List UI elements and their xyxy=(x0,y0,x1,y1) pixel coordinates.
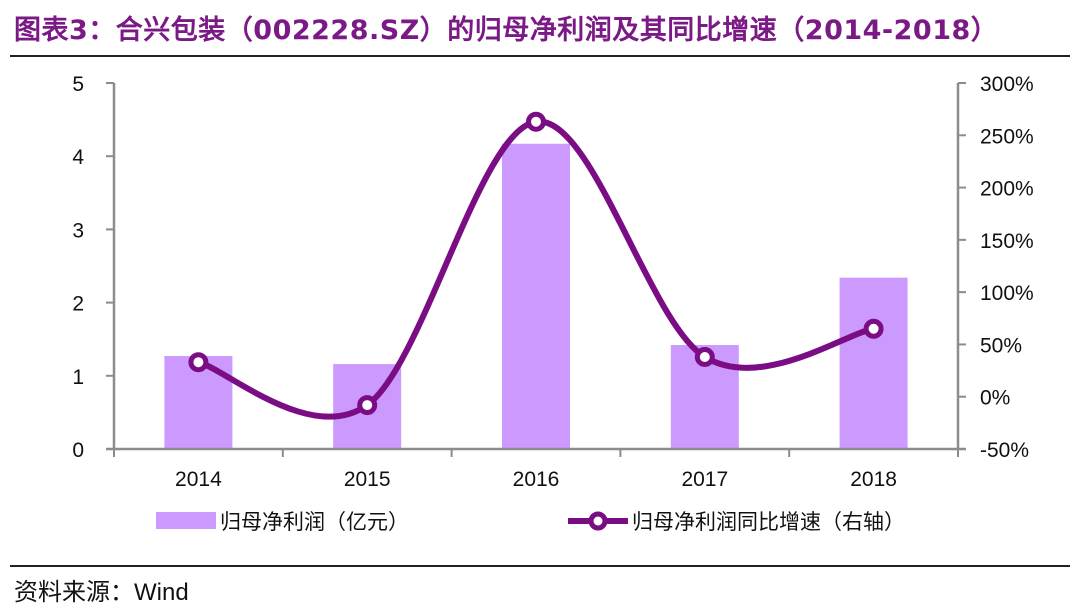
chart-title: 图表3：合兴包装（002228.SZ）的归母净利润及其同比增速（2014-201… xyxy=(14,15,999,46)
bar-2018 xyxy=(839,277,908,449)
right-tick-label: 250% xyxy=(980,125,1034,148)
x-tick-label: 2016 xyxy=(513,468,560,491)
right-tick-label: 300% xyxy=(980,73,1034,96)
legend-bar-swatch xyxy=(156,512,216,529)
source-note: 资料来源：Wind xyxy=(14,572,189,607)
left-tick-label: 5 xyxy=(72,73,84,96)
right-tick-label: 0% xyxy=(980,387,1010,410)
growth-point-2017 xyxy=(694,346,715,367)
x-tick-label: 2017 xyxy=(681,468,728,491)
right-tick-label: 200% xyxy=(980,178,1034,201)
line-series xyxy=(188,111,884,420)
x-tick-label: 2014 xyxy=(175,468,222,491)
right-tick-label: -50% xyxy=(980,439,1029,462)
growth-point-2014 xyxy=(188,352,209,373)
source-label: 资料来源： xyxy=(14,578,134,606)
right-tick-label: 150% xyxy=(980,230,1034,253)
legend: 归母净利润（亿元） 归母净利润同比增速（右轴） xyxy=(156,510,905,534)
chart-canvas: 0 1 2 3 4 5 -50% 0% 50% 100% 150% 200% 250% 300% 2014 2… xyxy=(72,73,1033,534)
axes: 0 1 2 3 4 5 -50% 0% 50% 100% 150% 200% 250% 300% 2014 2… xyxy=(72,73,1033,491)
left-tick-label: 2 xyxy=(72,293,84,316)
source-value: Wind xyxy=(134,579,189,606)
right-tick-label: 50% xyxy=(980,334,1022,357)
growth-point-2018 xyxy=(863,318,884,339)
growth-point-2015 xyxy=(357,395,378,416)
title-divider xyxy=(10,55,1070,57)
x-tick-label: 2015 xyxy=(344,468,391,491)
left-tick-label: 0 xyxy=(72,439,84,462)
legend-line-label: 归母净利润同比增速（右轴） xyxy=(632,510,905,534)
legend-bar-label: 归母净利润（亿元） xyxy=(220,510,409,534)
left-tick-label: 3 xyxy=(72,219,84,242)
left-tick-label: 1 xyxy=(72,366,84,389)
legend-line-marker-icon xyxy=(588,511,608,531)
left-tick-label: 4 xyxy=(72,146,84,169)
footer-divider xyxy=(10,565,1070,567)
right-tick-label: 100% xyxy=(980,282,1034,305)
bar-2016 xyxy=(502,143,570,450)
x-tick-label: 2018 xyxy=(850,468,897,491)
growth-point-2016 xyxy=(526,111,546,132)
